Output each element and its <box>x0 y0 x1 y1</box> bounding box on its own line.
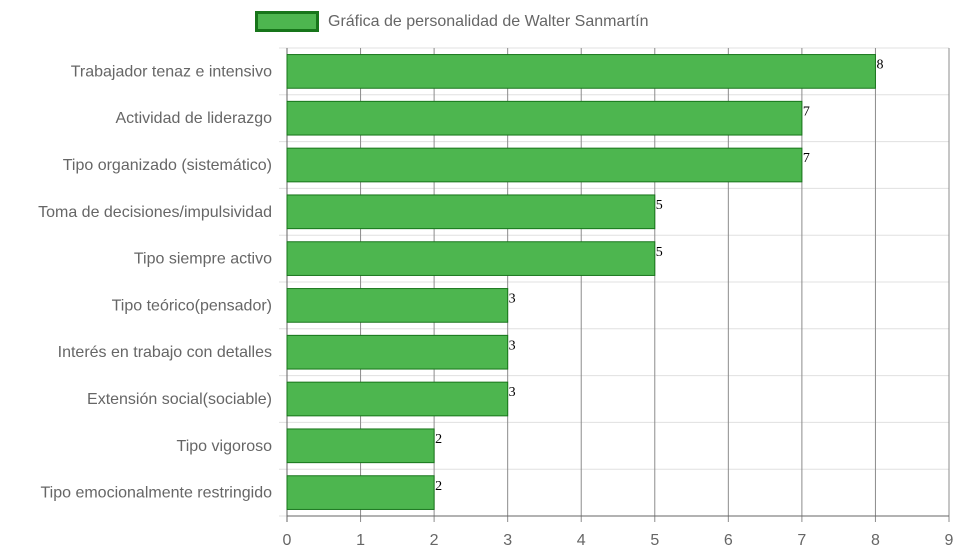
x-tick-label: 8 <box>871 532 880 549</box>
data-label: 7 <box>803 104 810 119</box>
data-label: 2 <box>435 432 442 447</box>
data-label: 3 <box>509 292 516 307</box>
data-label: 3 <box>509 338 516 353</box>
data-label: 3 <box>509 385 516 400</box>
category-label: Toma de decisiones/impulsividad <box>38 204 272 221</box>
category-labels: Trabajador tenaz e intensivo Actividad de… <box>38 63 272 501</box>
data-label: 5 <box>656 245 663 260</box>
x-tick-label: 1 <box>356 532 365 549</box>
category-label: Tipo teórico(pensador) <box>112 297 272 314</box>
bar[interactable] <box>286 475 435 510</box>
x-tick-label: 4 <box>577 532 586 549</box>
category-label: Tipo organizado (sistemático) <box>63 157 272 174</box>
bar[interactable] <box>286 100 803 136</box>
x-tick-label: 6 <box>724 532 733 549</box>
data-label: 8 <box>876 58 883 73</box>
bar[interactable] <box>286 288 509 323</box>
data-label: 2 <box>435 479 442 494</box>
category-label: Extensión social(sociable) <box>87 391 272 408</box>
category-label: Trabajador tenaz e intensivo <box>71 63 272 80</box>
legend-swatch <box>255 11 319 32</box>
x-tick-label: 0 <box>283 532 292 549</box>
category-label: Tipo emocionalmente restringido <box>40 485 272 502</box>
bar[interactable] <box>286 147 803 183</box>
x-tick-labels: 0 1 2 3 4 5 6 7 8 9 <box>283 532 954 549</box>
x-tick-label: 9 <box>945 532 954 549</box>
bar[interactable] <box>286 381 509 417</box>
x-tick-label: 7 <box>797 532 806 549</box>
category-label: Tipo vigoroso <box>177 438 273 455</box>
category-label: Actividad de liderazgo <box>115 110 272 127</box>
bar[interactable] <box>286 54 876 89</box>
data-label: 7 <box>803 151 810 166</box>
legend-label: Gráfica de personalidad de Walter Sanmar… <box>328 12 649 30</box>
x-tick-label: 3 <box>503 532 512 549</box>
bar[interactable] <box>286 241 656 276</box>
data-labels: 8 7 7 5 5 3 3 3 2 2 <box>435 58 883 494</box>
bar[interactable] <box>286 428 435 464</box>
data-label: 5 <box>656 198 663 213</box>
category-label: Tipo siempre activo <box>134 251 272 268</box>
bar[interactable] <box>286 194 656 230</box>
legend[interactable]: Gráfica de personalidad de Walter Sanmar… <box>255 11 648 32</box>
bars <box>286 54 876 510</box>
x-tick-label: 5 <box>650 532 659 549</box>
x-tick-label: 2 <box>430 532 439 549</box>
bar[interactable] <box>286 334 509 370</box>
category-label: Interés en trabajo con detalles <box>58 344 272 361</box>
